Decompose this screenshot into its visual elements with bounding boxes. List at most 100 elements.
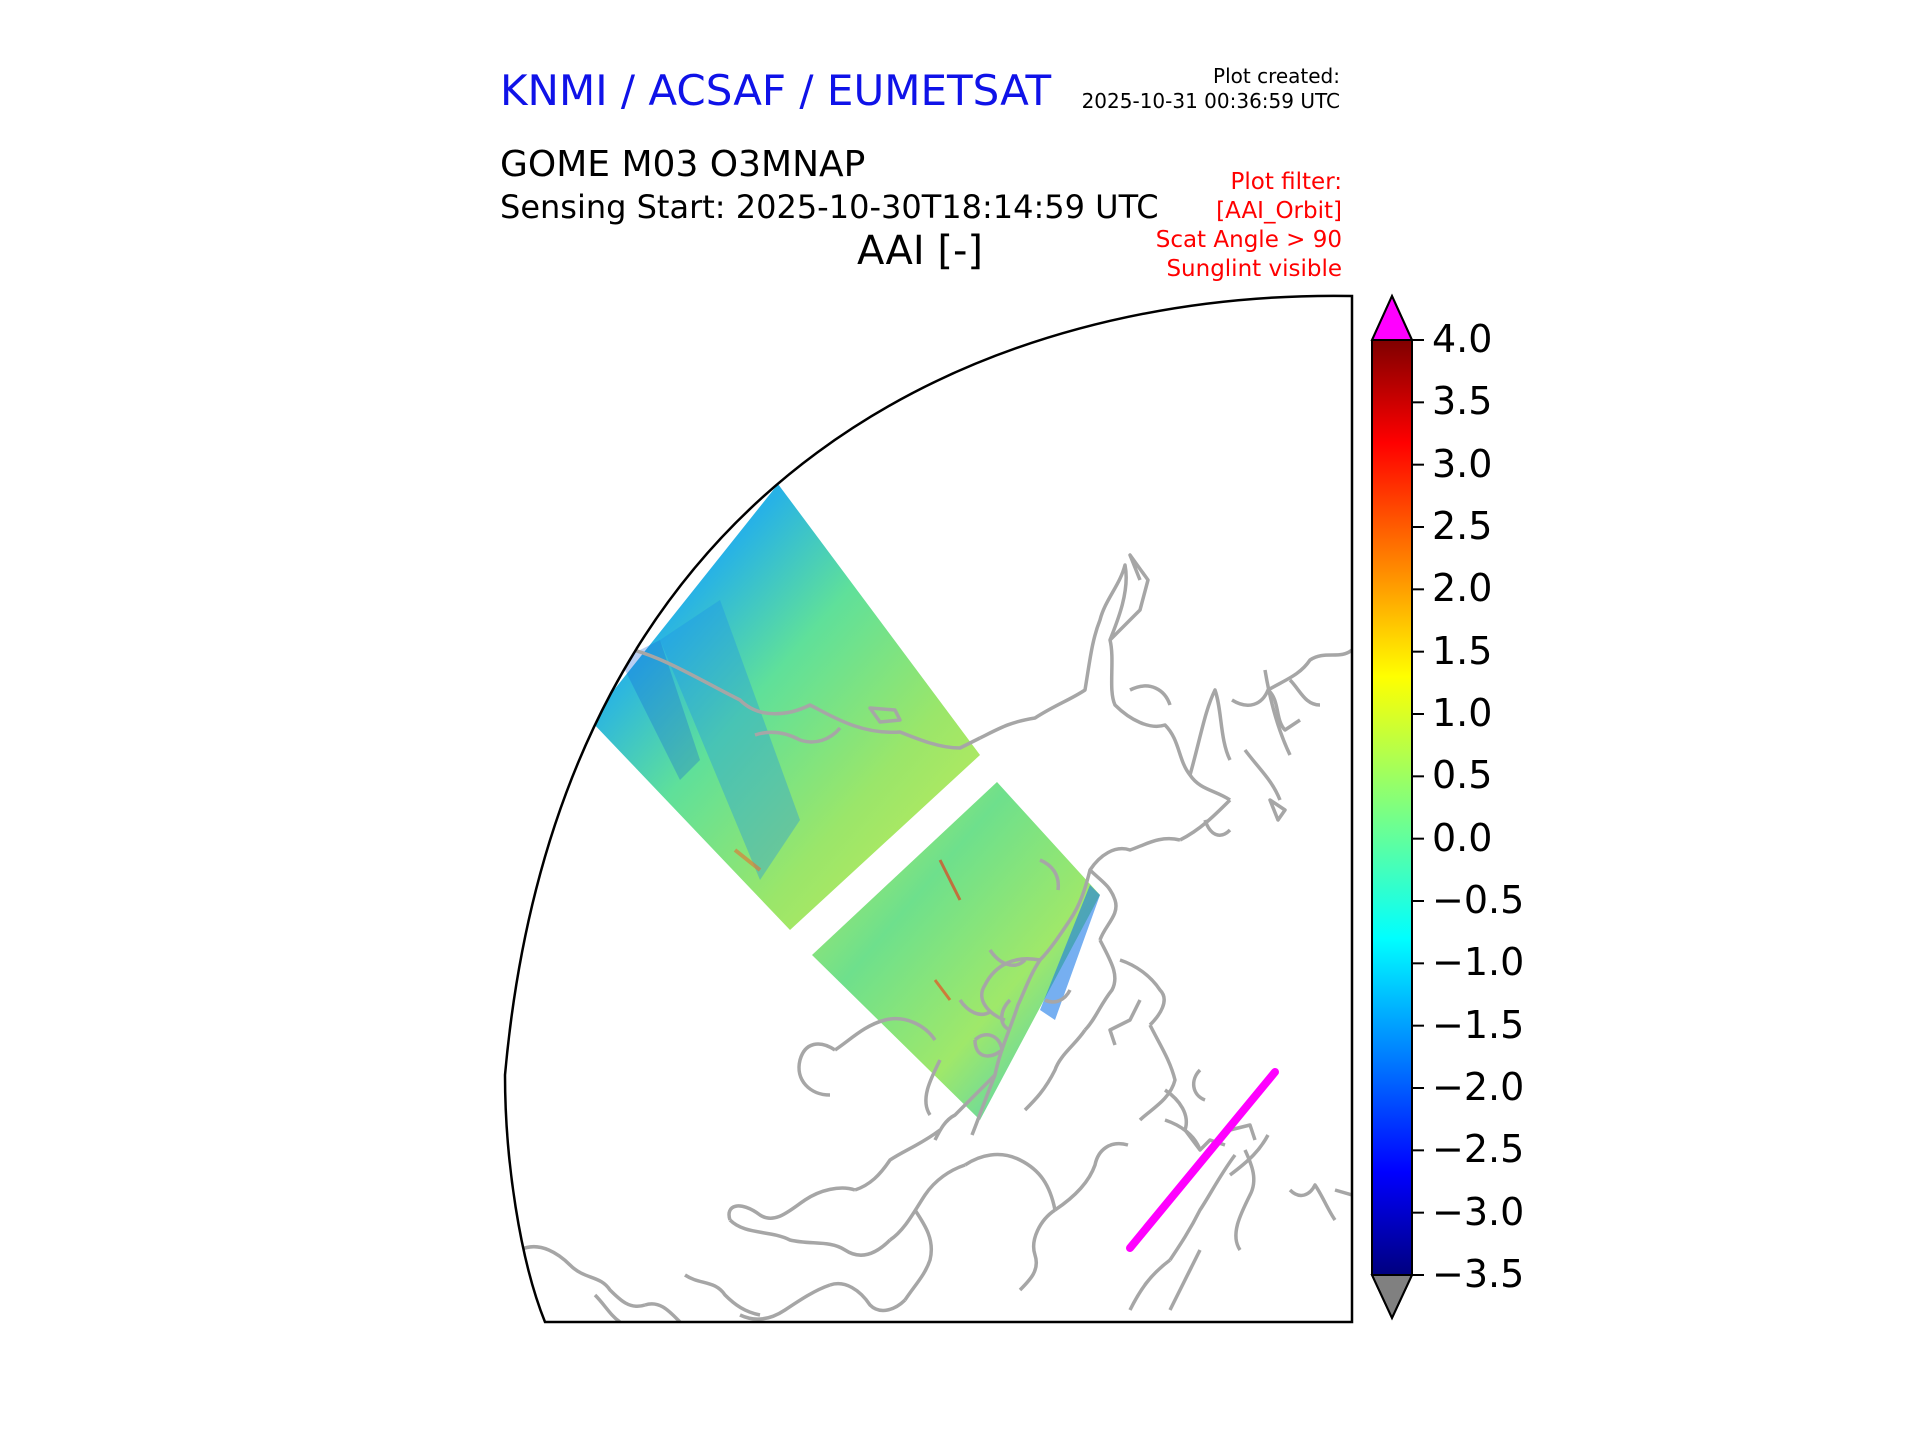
coastline <box>1083 939 1117 1032</box>
anomaly-streak <box>938 859 962 901</box>
coastline <box>1243 748 1282 801</box>
coastline <box>1231 688 1301 732</box>
coastline <box>1128 1258 1172 1311</box>
plot-created-time: 2025-10-31 00:36:59 UTC <box>1081 89 1340 113</box>
coastline <box>973 1033 1004 1058</box>
sensing-start: Sensing Start: 2025-10-30T18:14:59 UTC <box>500 188 1159 226</box>
colorbar-tick-label: 0.0 <box>1432 815 1493 860</box>
colorbar-tick-label: −3.0 <box>1432 1189 1525 1234</box>
data-swath-north-texture <box>620 640 700 780</box>
coastline <box>1203 819 1232 837</box>
colorbar-tick-label: 1.5 <box>1432 628 1493 673</box>
coastline <box>727 1186 856 1221</box>
colorbar <box>1370 293 1424 1321</box>
map-area <box>519 484 1352 1322</box>
colorbar-gradient <box>1372 340 1412 1275</box>
organization-title: KNMI / ACSAF / EUMETSAT <box>500 66 1052 115</box>
coastline <box>988 948 1027 967</box>
coastline <box>1129 684 1172 706</box>
coastline <box>1188 688 1232 776</box>
coastline <box>829 1282 907 1313</box>
coastline <box>1288 678 1321 707</box>
sunglint-track <box>1126 1068 1279 1252</box>
data-swath-south-edge <box>1040 885 1100 1020</box>
coastline <box>1168 1153 1237 1261</box>
coastline <box>624 646 981 750</box>
coastline <box>1119 958 1166 1027</box>
anomaly-streak <box>733 848 762 872</box>
colorbar-tick-label: −3.5 <box>1432 1252 1525 1296</box>
plot-created-label: Plot created: <box>1213 64 1340 88</box>
plot-filter-line: [AAI_Orbit] <box>1216 198 1342 224</box>
coastline <box>1054 1142 1129 1212</box>
colorbar-tick-label: 3.0 <box>1432 441 1493 486</box>
plot-filter-line: Scat Angle > 90 <box>1155 227 1342 253</box>
plot-created: Plot created: 2025-10-31 00:36:59 UTC <box>1070 64 1340 114</box>
coastline <box>728 1218 892 1257</box>
coastline <box>1164 1118 1202 1151</box>
colorbar-tick-label: −0.5 <box>1432 878 1525 922</box>
coastline <box>1228 1134 1270 1177</box>
coastline <box>1288 1183 1337 1222</box>
data-swath-north <box>590 484 980 930</box>
colorbar-under-extension <box>1370 1274 1414 1321</box>
colorbar-tick-label: −2.5 <box>1432 1127 1525 1172</box>
colorbar-tick-label: −1.0 <box>1432 940 1525 985</box>
coastline <box>980 957 1041 1022</box>
coastline <box>754 726 842 744</box>
data-swath-north-texture <box>660 600 800 880</box>
coastline <box>1039 858 1061 891</box>
coastline <box>979 563 1231 802</box>
colorbar-tick-label: 4.0 <box>1432 317 1493 361</box>
coastline <box>1263 669 1292 756</box>
coastline <box>1229 1123 1257 1141</box>
coastline <box>888 1163 966 1242</box>
map-frame <box>503 294 1354 1324</box>
coastline <box>593 1293 622 1322</box>
coastline <box>797 1042 836 1097</box>
coastline <box>684 1273 761 1317</box>
colorbar-tick-label: 3.5 <box>1432 379 1493 424</box>
plot-filter: Plot filter: [AAI_Orbit] Scat Angle > 90… <box>1080 168 1342 284</box>
coastline <box>1018 1208 1057 1292</box>
colorbar-over-extension <box>1370 293 1414 341</box>
coastline <box>958 998 991 1017</box>
coastline <box>1108 553 1150 642</box>
coastline <box>1267 648 1352 692</box>
coastline <box>519 1244 646 1308</box>
colorbar-tick-label: 2.0 <box>1432 566 1493 611</box>
coastline <box>834 1017 937 1052</box>
colorbar-ticks <box>1412 339 1424 1276</box>
data-swath-south <box>812 782 1100 1120</box>
colorbar-tick-label: −2.0 <box>1432 1065 1525 1109</box>
coastline <box>644 1302 682 1322</box>
coastline <box>1334 1188 1352 1197</box>
coastline <box>1234 1149 1256 1251</box>
coastline <box>1138 1024 1177 1122</box>
coastline <box>903 1209 933 1301</box>
coastline <box>1164 1088 1188 1131</box>
plot-filter-line: Plot filter: <box>1230 169 1342 195</box>
coastline <box>924 1059 942 1116</box>
coastline <box>854 1128 942 1192</box>
coastline <box>964 1152 1057 1211</box>
coastline <box>1023 1029 1087 1112</box>
plot-filter-line: Sunglint visible <box>1166 256 1342 282</box>
coastline <box>970 919 1072 1136</box>
product-title: GOME M03 O3MNAP <box>500 144 866 185</box>
colorbar-tick-label: −1.5 <box>1432 1002 1525 1047</box>
coastline <box>1088 868 1118 941</box>
coastlines <box>519 553 1352 1322</box>
coastline <box>1000 998 1012 1032</box>
coastline <box>1108 999 1142 1046</box>
coastline <box>1268 798 1287 822</box>
colorbar-tick-label: 2.5 <box>1432 504 1493 548</box>
colorbar-tick-label: 1.0 <box>1432 691 1493 735</box>
coastline <box>1044 989 1072 1004</box>
coastline <box>868 706 902 724</box>
coastline <box>1168 1249 1202 1311</box>
coastline <box>1068 837 1181 921</box>
coastline <box>1192 1068 1206 1102</box>
anomaly-streak <box>933 979 952 1001</box>
